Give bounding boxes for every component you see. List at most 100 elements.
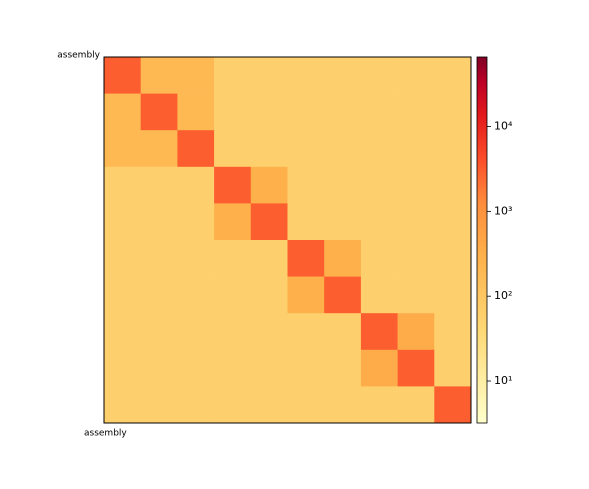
heatmap-cell [250,240,288,277]
heatmap-cell [214,130,252,168]
heatmap-cell [214,349,252,387]
heatmap-cell [214,276,252,314]
heatmap-cell [287,386,325,424]
heatmap-cell [397,313,435,351]
heatmap-cell [287,276,325,314]
heatmap-cell [360,349,398,387]
heatmap-cell [250,349,288,387]
heatmap-cell [104,313,141,351]
heatmap-cell [177,166,215,204]
heatmap-cell [104,349,141,387]
heatmap-cell [214,93,252,131]
heatmap-cell [140,240,178,277]
heatmap-cell [140,203,178,241]
heatmap-cell [360,313,398,351]
heatmap-cell [250,93,288,131]
heatmap-cell [287,57,325,94]
heatmap-cell [104,57,141,94]
heatmap-cell [214,166,252,204]
heatmap-cell [324,93,362,131]
heatmap-cell [360,386,398,424]
heatmap-cell [287,349,325,387]
heatmap-cell [360,276,398,314]
heatmap-cell [140,313,178,351]
heatmap-cell [104,386,141,424]
heatmap-cell [287,203,325,241]
heatmap-cell [250,276,288,314]
heatmap-cell [104,130,141,168]
heatmap-cell [397,386,435,424]
heatmap-cell [287,166,325,204]
heatmap-cell [214,313,252,351]
heatmap-cell [324,166,362,204]
heatmap-cell [397,203,435,241]
heatmap-cell [250,203,288,241]
heatmap-cell [140,386,178,424]
heatmap-cell [360,57,398,94]
heatmap-cell [250,313,288,351]
heatmap-cell [104,166,141,204]
heatmap-cell [177,240,215,277]
heatmap-cell [324,240,362,277]
heatmap-cell [214,386,252,424]
heatmap-cell [397,166,435,204]
heatmap-cell [397,130,435,168]
heatmap-cell [324,386,362,424]
heatmap-cell [360,93,398,131]
heatmap-cell [434,386,472,424]
heatmap-cell [214,57,252,94]
heatmap-cell [324,313,362,351]
heatmap-cell [214,240,252,277]
heatmap-cell [397,349,435,387]
heatmap-cell [287,313,325,351]
heatmap-cell [140,130,178,168]
heatmap-cell [214,203,252,241]
heatmap-cell [360,166,398,204]
colorbar-tick-label: 10² [494,289,512,302]
heatmap-cell [287,130,325,168]
heatmap [104,57,472,424]
heatmap-cell [324,57,362,94]
heatmap-cell [104,276,141,314]
heatmap-cell [250,130,288,168]
heatmap-cell [177,57,215,94]
heatmap-cell [177,93,215,131]
heatmap-cell [250,166,288,204]
heatmap-cell [434,240,472,277]
heatmap-cell [434,276,472,314]
y-axis-label: assembly [57,51,100,61]
heatmap-cell [177,130,215,168]
heatmap-cell [397,93,435,131]
heatmap-cell [250,386,288,424]
heatmap-cell [434,313,472,351]
heatmap-cell [324,130,362,168]
heatmap-cell [140,93,178,131]
heatmap-cell [177,203,215,241]
heatmap-cell [250,57,288,94]
heatmap-cell [104,203,141,241]
heatmap-cell [434,166,472,204]
heatmap-cell [434,57,472,94]
heatmap-cell [287,240,325,277]
heatmap-cell [104,240,141,277]
heatmap-cell [434,93,472,131]
heatmap-cell [140,276,178,314]
heatmap-cell [177,349,215,387]
heatmap-cell [324,276,362,314]
heatmap-cell [434,203,472,241]
heatmap-cell [434,130,472,168]
heatmap-cell [360,130,398,168]
colorbar [476,56,488,424]
heatmap-cell [177,313,215,351]
heatmap-cell [140,166,178,204]
heatmap-cell [397,57,435,94]
heatmap-cell [287,93,325,131]
x-axis-label: assembly [84,429,127,439]
heatmap-cell [140,349,178,387]
heatmap-cell [434,349,472,387]
heatmap-cell [177,386,215,424]
heatmap-cell [397,276,435,314]
heatmap-cell [360,240,398,277]
heatmap-cell [360,203,398,241]
